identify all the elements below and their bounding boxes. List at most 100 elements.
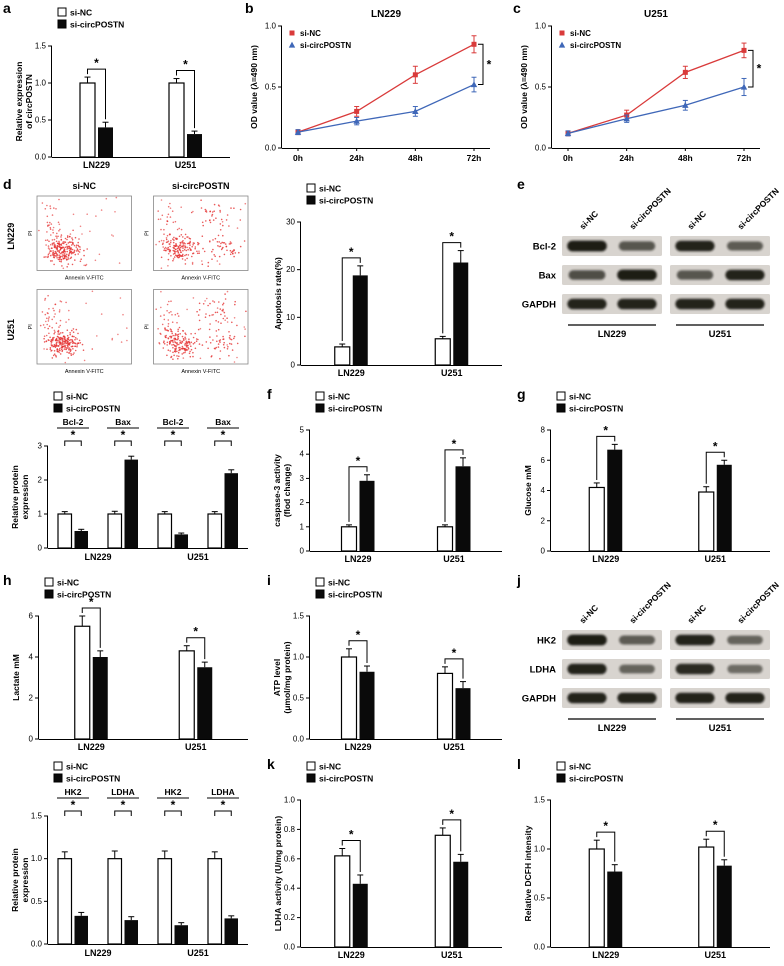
svg-text:U251: U251 bbox=[441, 950, 463, 960]
svg-text:2: 2 bbox=[541, 516, 546, 525]
svg-text:LN229: LN229 bbox=[338, 368, 365, 378]
bar-chart-svg: 0.0 0.5 1.0 1.5 ATP level (μmol/mg protein) si… bbox=[272, 577, 502, 752]
svg-text:0.5: 0.5 bbox=[293, 694, 305, 703]
svg-text:0h: 0h bbox=[293, 153, 303, 163]
svg-text:si-NC: si-NC bbox=[57, 578, 79, 588]
svg-text:PI: PI bbox=[145, 324, 151, 330]
svg-text:U251: U251 bbox=[6, 319, 16, 341]
panel-letter-a: a bbox=[3, 0, 11, 16]
svg-text:LN229: LN229 bbox=[371, 9, 401, 20]
bar-chart-svg: 0 10 20 30 Apoptosis rate(%) si-NC si-circPOST… bbox=[273, 183, 502, 378]
svg-text:(μmol/mg protein): (μmol/mg protein) bbox=[282, 641, 292, 713]
svg-text:si-circPOSTN: si-circPOSTN bbox=[569, 774, 623, 784]
svg-text:1.0: 1.0 bbox=[284, 796, 296, 805]
svg-text:LN229: LN229 bbox=[344, 554, 371, 564]
svg-text:0: 0 bbox=[541, 547, 546, 556]
svg-text:1.5: 1.5 bbox=[35, 42, 47, 51]
svg-text:0.0: 0.0 bbox=[284, 943, 296, 952]
svg-text:0: 0 bbox=[291, 361, 296, 370]
svg-text:0h: 0h bbox=[563, 153, 573, 163]
svg-text:0.5: 0.5 bbox=[31, 897, 43, 906]
panel-letter-d: d bbox=[3, 176, 12, 192]
panel-letter-k: k bbox=[267, 756, 275, 772]
svg-text:LDHA: LDHA bbox=[211, 787, 235, 797]
svg-text:si-circPOSTN: si-circPOSTN bbox=[569, 404, 623, 414]
svg-text:LDHA: LDHA bbox=[111, 787, 135, 797]
svg-text:Bax: Bax bbox=[115, 417, 131, 427]
flow-cytometry-grid: LN229 si-NC Annexin V-FITC PI si-circPOSTN An… bbox=[6, 180, 264, 382]
svg-text:*: * bbox=[757, 62, 762, 76]
panel-letter-i: i bbox=[267, 572, 271, 588]
svg-text:4: 4 bbox=[29, 653, 34, 662]
panel-letter-e: e bbox=[517, 176, 525, 192]
svg-text:si-circPOSTN: si-circPOSTN bbox=[735, 580, 780, 625]
panel-letter-j: j bbox=[517, 572, 521, 588]
western-blot-svg: si-NC si-circPOSTN si-NC si-circPOSTN Bcl-2 B… bbox=[522, 186, 781, 340]
svg-text:GAPDH: GAPDH bbox=[522, 300, 556, 311]
svg-text:U251: U251 bbox=[187, 552, 209, 562]
svg-text:0.5: 0.5 bbox=[265, 83, 277, 92]
svg-text:24h: 24h bbox=[619, 153, 634, 163]
line-chart-svg: U251 0.0 0.5 1.0 OD value (λ=490 nm) 0h 24h 48h… bbox=[519, 9, 762, 163]
svg-text:U251: U251 bbox=[704, 554, 726, 564]
svg-text:si-NC: si-NC bbox=[328, 392, 350, 402]
svg-text:2: 2 bbox=[29, 694, 34, 703]
svg-text:*: * bbox=[452, 437, 457, 451]
svg-text:OD value (λ=490 nm): OD value (λ=490 nm) bbox=[249, 45, 259, 129]
svg-text:LN229: LN229 bbox=[78, 742, 105, 752]
svg-text:2: 2 bbox=[300, 498, 305, 507]
svg-text:LN229: LN229 bbox=[592, 950, 619, 960]
svg-text:Bcl-2: Bcl-2 bbox=[163, 417, 184, 427]
svg-text:Relative protein: Relative protein bbox=[10, 848, 20, 912]
svg-text:si-circPOSTN: si-circPOSTN bbox=[300, 41, 351, 50]
svg-text:3: 3 bbox=[300, 474, 305, 483]
svg-text:0.6: 0.6 bbox=[284, 854, 296, 863]
svg-text:Bcl-2: Bcl-2 bbox=[533, 242, 556, 253]
western-blot-bcl2-bax: si-NC si-circPOSTN si-NC si-circPOSTN Bcl-2 B… bbox=[516, 182, 781, 380]
svg-text:HK2: HK2 bbox=[64, 787, 81, 797]
svg-text:LN229: LN229 bbox=[6, 223, 16, 250]
svg-text:*: * bbox=[121, 798, 126, 812]
svg-text:si-circPOSTN: si-circPOSTN bbox=[66, 404, 120, 414]
svg-text:si-circPOSTN: si-circPOSTN bbox=[735, 186, 780, 231]
svg-text:U251: U251 bbox=[704, 950, 726, 960]
svg-text:0.0: 0.0 bbox=[35, 153, 47, 162]
svg-text:si-circPOSTN: si-circPOSTN bbox=[319, 774, 373, 784]
panel-letter-b: b bbox=[245, 0, 254, 16]
svg-text:0: 0 bbox=[38, 544, 43, 553]
bar-chart-svg: 0.0 0.5 1.0 1.5 Relative protein expression si… bbox=[10, 761, 248, 958]
svg-text:1.5: 1.5 bbox=[31, 812, 43, 821]
bar-chart-svg: 0.0 0.5 1.0 1.5 Relative expression of circPO… bbox=[14, 7, 230, 170]
svg-text:6: 6 bbox=[29, 612, 34, 621]
panel-letter-l: l bbox=[517, 756, 521, 772]
svg-text:Bax: Bax bbox=[215, 417, 231, 427]
svg-text:*: * bbox=[193, 625, 198, 639]
svg-text:Bax: Bax bbox=[539, 271, 557, 282]
svg-text:si-circPOSTN: si-circPOSTN bbox=[328, 590, 382, 600]
svg-text:si-circPOSTN: si-circPOSTN bbox=[70, 20, 124, 30]
svg-text:si-circPOSTN: si-circPOSTN bbox=[319, 196, 373, 206]
svg-text:caspase-3 activity: caspase-3 activity bbox=[272, 454, 282, 527]
svg-text:1.0: 1.0 bbox=[35, 79, 47, 88]
svg-text:U251: U251 bbox=[644, 9, 668, 20]
svg-text:si-NC: si-NC bbox=[328, 578, 350, 588]
svg-text:PI: PI bbox=[28, 230, 34, 236]
svg-text:0.0: 0.0 bbox=[265, 144, 277, 153]
svg-text:30: 30 bbox=[286, 218, 295, 227]
svg-text:Relative DCFH intensity: Relative DCFH intensity bbox=[523, 825, 533, 921]
svg-text:*: * bbox=[713, 439, 718, 453]
panel-letter-c: c bbox=[513, 0, 521, 16]
svg-text:1.5: 1.5 bbox=[534, 796, 546, 805]
svg-text:*: * bbox=[221, 798, 226, 812]
svg-text:*: * bbox=[452, 646, 457, 660]
svg-text:LDHA activity (U/mg protein): LDHA activity (U/mg protein) bbox=[273, 816, 283, 932]
svg-text:LN229: LN229 bbox=[598, 723, 627, 734]
svg-text:0.0: 0.0 bbox=[293, 735, 305, 744]
svg-text:expression: expression bbox=[20, 858, 30, 903]
svg-text:U251: U251 bbox=[175, 160, 197, 170]
svg-text:1: 1 bbox=[300, 522, 305, 531]
flow-cytometry-svg: LN229 si-NC Annexin V-FITC PI si-circPOSTN An… bbox=[6, 181, 249, 375]
svg-text:*: * bbox=[487, 57, 492, 71]
svg-text:LN229: LN229 bbox=[598, 329, 627, 340]
